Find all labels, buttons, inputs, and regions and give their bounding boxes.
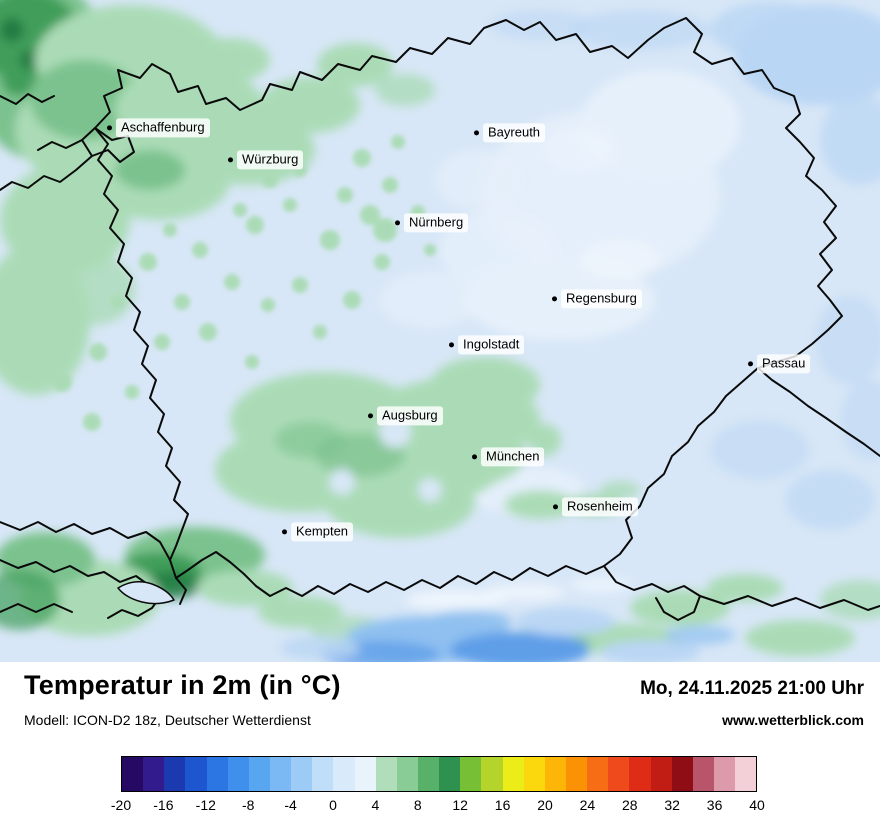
colorbar-tick-label: 40 <box>749 797 765 813</box>
colorbar-tick-label: 12 <box>452 797 468 813</box>
city-dot <box>228 157 233 163</box>
colorbar-cell <box>650 757 672 791</box>
colorbar-cell <box>143 757 165 791</box>
city-label: Regensburg <box>561 289 642 309</box>
colorbar-tick-label: 16 <box>494 797 511 813</box>
city-label: München <box>481 447 545 467</box>
colorbar-cell <box>248 757 270 791</box>
colorbar-cell <box>481 757 503 791</box>
colorbar-cell <box>523 757 545 791</box>
map-canvas: Aschaffenburg Würzburg Bayreuth Nürnberg… <box>0 0 880 662</box>
colorbar-cell <box>608 757 630 791</box>
city-marker-nuernberg: Nürnberg <box>395 213 469 233</box>
city-label: Nürnberg <box>404 213 469 233</box>
city-dot <box>472 454 477 460</box>
city-label: Bayreuth <box>483 123 546 143</box>
model-info: Modell: ICON-D2 18z, Deutscher Wetterdie… <box>24 712 311 728</box>
city-label: Passau <box>757 354 811 374</box>
city-label: Augsburg <box>377 406 443 426</box>
forecast-datetime: Mo, 24.11.2025 21:00 Uhr <box>640 678 864 699</box>
colorbar-tick-label: 28 <box>622 797 638 813</box>
city-marker-bayreuth: Bayreuth <box>474 123 546 143</box>
green-northwest-patches <box>0 0 435 395</box>
city-dot <box>395 220 400 226</box>
temperature-legend: -20 -16 -12 -8 -4 0 4 8 12 16 20 24 28 32 36 40 <box>111 756 765 815</box>
colorbar-cell <box>565 757 588 791</box>
alpine-band-patches <box>0 527 880 662</box>
colorbar-cell <box>312 757 334 791</box>
colorbar-tick-label: -20 <box>110 797 132 813</box>
colorbar-tick-label: 24 <box>579 797 596 813</box>
colorbar-cell <box>291 757 313 791</box>
colorbar-ticks: -20 -16 -12 -8 -4 0 4 8 12 16 20 24 28 32 36 40 <box>111 797 765 815</box>
colorbar-cell <box>269 757 292 791</box>
colorbar-tick-label: -16 <box>153 797 174 813</box>
colorbar-tick-label: 20 <box>537 797 553 813</box>
colorbar-cell <box>333 757 355 791</box>
city-dot <box>552 296 557 302</box>
colorbar-cell <box>460 757 482 791</box>
colorbar-cell <box>713 757 736 791</box>
city-dot <box>553 504 558 510</box>
colorbar-cell <box>544 757 566 791</box>
city-dot <box>474 130 479 136</box>
colorbar-cell <box>227 757 249 791</box>
colorbar-tick-label: -12 <box>195 797 216 813</box>
city-label: Würzburg <box>237 150 304 170</box>
colorbar-tick-label: -8 <box>241 797 255 813</box>
colorbar-cell <box>185 757 207 791</box>
city-label: Ingolstadt <box>458 335 525 355</box>
city-marker-passau: Passau <box>748 354 811 374</box>
green-central-patches <box>215 357 640 538</box>
city-marker-aschaffenburg: Aschaffenburg <box>107 118 210 138</box>
colorbar-tick-label: 4 <box>371 797 380 813</box>
city-dot <box>107 125 112 131</box>
website-label: www.wetterblick.com <box>722 712 864 728</box>
colorbar-tick-label: 0 <box>329 797 337 813</box>
colorbar-cell <box>354 757 376 791</box>
city-marker-muenchen: München <box>472 447 545 467</box>
city-marker-wuerzburg: Würzburg <box>228 150 304 170</box>
colorbar-cell <box>417 757 440 791</box>
city-dot <box>282 529 287 535</box>
colorbar-cell <box>502 757 524 791</box>
green-speckles <box>52 135 436 431</box>
colorbar-cell <box>629 757 651 791</box>
colorbar-tick-label: 36 <box>706 797 723 813</box>
colorbar-cell <box>671 757 693 791</box>
city-marker-rosenheim: Rosenheim <box>553 497 638 517</box>
colorbar-cell <box>164 757 186 791</box>
city-marker-regensburg: Regensburg <box>552 289 642 309</box>
colorbar-cell <box>206 757 228 791</box>
lake-constance <box>117 581 175 605</box>
colorbar-cell <box>735 757 757 791</box>
city-marker-kempten: Kempten <box>282 522 354 542</box>
border-lines <box>0 17 880 621</box>
colorbar-cell <box>122 757 144 791</box>
colorbar-cell <box>439 757 461 791</box>
city-label: Rosenheim <box>562 497 638 517</box>
temperature-map <box>0 0 880 662</box>
city-marker-augsburg: Augsburg <box>368 406 443 426</box>
city-dot <box>368 413 373 419</box>
colorbar-tick-label: 32 <box>664 797 680 813</box>
colorbar-cell <box>587 757 609 791</box>
colorbar-cell <box>396 757 418 791</box>
city-dot <box>748 361 753 367</box>
pale-temperature-patches <box>380 70 740 514</box>
city-label: Kempten <box>291 522 354 542</box>
page-title: Temperatur in 2m (in °C) <box>24 670 341 700</box>
city-marker-ingolstadt: Ingolstadt <box>449 335 525 355</box>
map-footer: Temperatur in 2m (in °C) Mo, 24.11.2025 … <box>0 662 880 830</box>
colorbar-cell <box>692 757 714 791</box>
city-dot <box>449 342 454 348</box>
colorbar-tick-label: 8 <box>413 797 422 813</box>
colorbar-cell <box>375 757 397 791</box>
city-label: Aschaffenburg <box>116 118 210 138</box>
colorbar <box>121 756 757 792</box>
colorbar-tick-label: -4 <box>284 797 297 813</box>
cool-blue-patches <box>490 2 880 530</box>
